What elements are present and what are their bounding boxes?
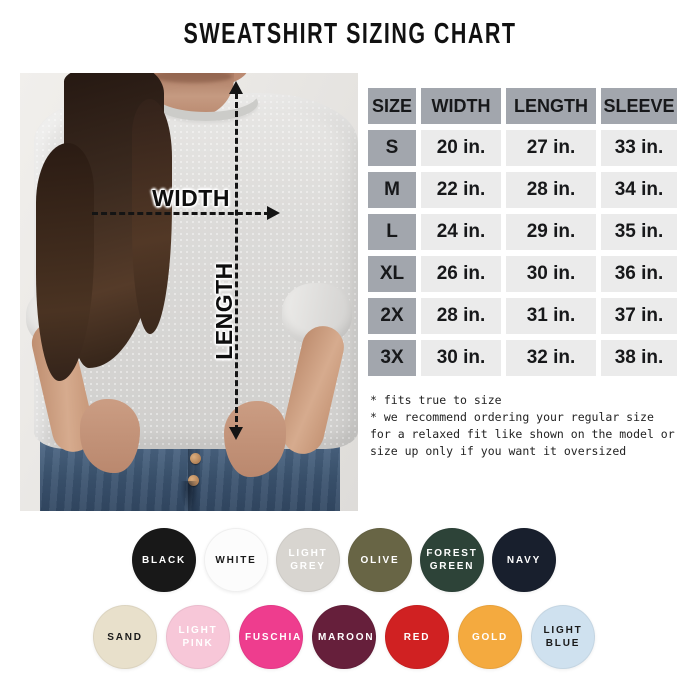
size-label: M bbox=[368, 172, 416, 208]
size-label: S bbox=[368, 130, 416, 166]
table-header-sleeve: SLEEVE bbox=[601, 88, 677, 124]
table-cell: 28 in. bbox=[421, 298, 501, 334]
swatch-navy: NAVY bbox=[492, 528, 556, 592]
table-cell: 22 in. bbox=[421, 172, 501, 208]
swatch-fuschia: FUSCHIA bbox=[239, 605, 303, 669]
jeans-leg-shadow bbox=[180, 481, 198, 511]
size-table: SIZE WIDTH LENGTH SLEEVE S 20 in. 27 in.… bbox=[368, 88, 677, 376]
table-header-size: SIZE bbox=[368, 88, 416, 124]
swatch-white: WHITE bbox=[204, 528, 268, 592]
swatch-label: BLACK bbox=[142, 554, 186, 566]
table-cell: 24 in. bbox=[421, 214, 501, 250]
table-header-width: WIDTH bbox=[421, 88, 501, 124]
table-cell: 36 in. bbox=[601, 256, 677, 292]
swatch-label: OLIVE bbox=[360, 554, 400, 566]
width-arrow bbox=[92, 212, 270, 215]
swatch-label: WHITE bbox=[215, 554, 257, 566]
swatch-label: LIGHT PINK bbox=[178, 625, 218, 649]
table-cell: 34 in. bbox=[601, 172, 677, 208]
swatch-black: BLACK bbox=[132, 528, 196, 592]
table-cell: 26 in. bbox=[421, 256, 501, 292]
length-arrow-head-bottom bbox=[229, 427, 243, 440]
swatch-olive: OLIVE bbox=[348, 528, 412, 592]
table-cell: 31 in. bbox=[506, 298, 596, 334]
swatch-light-blue: LIGHT BLUE bbox=[531, 605, 595, 669]
length-arrow bbox=[235, 93, 238, 431]
swatch-label: SAND bbox=[107, 631, 143, 643]
model-hair-strand bbox=[132, 99, 172, 334]
swatch-label: MAROON bbox=[318, 631, 375, 643]
swatch-forest-green: FOREST GREEN bbox=[420, 528, 484, 592]
jeans-button bbox=[190, 453, 201, 464]
swatch-label: GOLD bbox=[471, 631, 509, 643]
table-cell: 33 in. bbox=[601, 130, 677, 166]
width-label: WIDTH bbox=[152, 185, 230, 211]
jaw-shadow bbox=[154, 73, 232, 83]
fit-note-line: * we recommend ordering your regular siz… bbox=[370, 410, 654, 424]
table-cell: 32 in. bbox=[506, 340, 596, 376]
swatch-light-grey: LIGHT GREY bbox=[276, 528, 340, 592]
fit-note-line: * fits true to size bbox=[370, 393, 502, 407]
swatch-label: RED bbox=[403, 631, 431, 643]
swatch-red: RED bbox=[385, 605, 449, 669]
table-cell: 38 in. bbox=[601, 340, 677, 376]
table-cell: 28 in. bbox=[506, 172, 596, 208]
table-header-length: LENGTH bbox=[506, 88, 596, 124]
fit-note-line: size up only if you want it oversized bbox=[370, 444, 627, 458]
table-cell: 20 in. bbox=[421, 130, 501, 166]
length-label: LENGTH bbox=[211, 262, 237, 360]
color-swatches-row-2: SAND LIGHT PINK FUSCHIA MAROON RED GOLD … bbox=[0, 605, 694, 669]
table-cell: 29 in. bbox=[506, 214, 596, 250]
swatch-maroon: MAROON bbox=[312, 605, 376, 669]
swatch-label: FUSCHIA bbox=[245, 631, 303, 643]
size-label: XL bbox=[368, 256, 416, 292]
swatch-label: LIGHT GREY bbox=[288, 548, 328, 572]
swatch-label: NAVY bbox=[506, 554, 542, 566]
fit-notes: * fits true to size * we recommend order… bbox=[370, 392, 675, 460]
hand-left bbox=[80, 399, 140, 473]
page-title: SWEATSHIRT SIZING CHART bbox=[183, 18, 517, 50]
swatch-gold: GOLD bbox=[458, 605, 522, 669]
swatch-label: FOREST GREEN bbox=[426, 548, 478, 572]
swatch-light-pink: LIGHT PINK bbox=[166, 605, 230, 669]
model-photo: WIDTH LENGTH bbox=[20, 73, 358, 511]
size-label: 2X bbox=[368, 298, 416, 334]
table-cell: 30 in. bbox=[421, 340, 501, 376]
fit-note-line: for a relaxed fit like shown on the mode… bbox=[370, 427, 675, 441]
swatch-label: LIGHT BLUE bbox=[543, 625, 583, 649]
table-cell: 35 in. bbox=[601, 214, 677, 250]
color-swatches-row-1: BLACK WHITE LIGHT GREY OLIVE FOREST GREE… bbox=[0, 528, 694, 592]
width-arrow-head bbox=[267, 206, 280, 220]
table-cell: 30 in. bbox=[506, 256, 596, 292]
swatch-sand: SAND bbox=[93, 605, 157, 669]
table-cell: 27 in. bbox=[506, 130, 596, 166]
table-cell: 37 in. bbox=[601, 298, 677, 334]
jeans-button bbox=[188, 475, 199, 486]
size-label: 3X bbox=[368, 340, 416, 376]
size-label: L bbox=[368, 214, 416, 250]
length-arrow-head-top bbox=[229, 81, 243, 94]
